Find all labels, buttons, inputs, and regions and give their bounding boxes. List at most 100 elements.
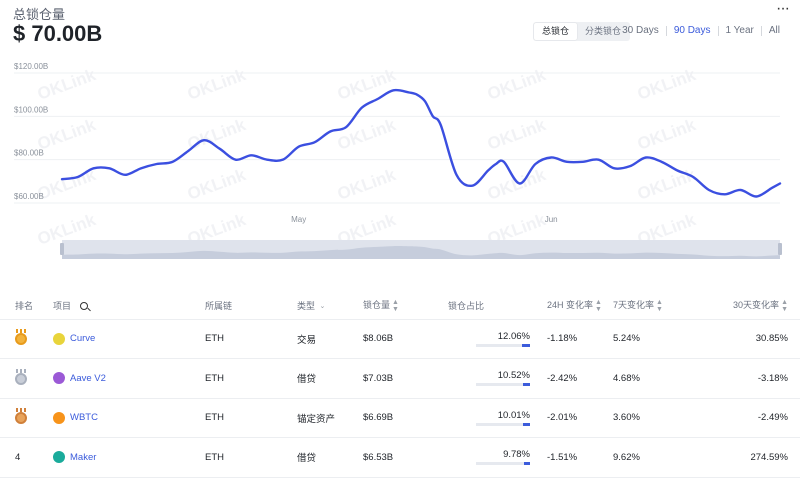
share-cell: 12.06% [448, 319, 534, 359]
protocol-logo-icon [53, 451, 65, 464]
col-share: 锁仓占比 [448, 292, 534, 320]
change-7d-cell: 5.24% [613, 319, 701, 359]
col-7d-label: 7天变化率 [613, 299, 655, 310]
y-tick-label: $80.00B [14, 149, 44, 158]
chain-cell: ETH [205, 437, 297, 478]
watermark-text: OKLink [485, 115, 549, 154]
table-row[interactable]: Aave V2 ETH 借贷 $7.03B 10.52% -2.42% 4.68… [0, 358, 800, 399]
rank-cell [0, 319, 53, 359]
navigator-right-handle[interactable] [778, 243, 782, 255]
range-90-days[interactable]: 90 Days [673, 25, 711, 36]
y-tick-label: $100.00B [14, 105, 48, 114]
chain-cell: ETH [205, 398, 297, 438]
tvl-cell: $6.69B [363, 398, 448, 438]
project-cell: Curve [53, 319, 205, 359]
sort-icon[interactable]: ▲ ▼ [656, 298, 663, 313]
table-header-row: 排名 项目 所属链 类型 ⌄ 锁仓量 ▲ ▼ 锁仓占比 24H 变化率 ▲ ▼ 7天变化… [0, 292, 800, 320]
protocol-table: 排名 项目 所属链 类型 ⌄ 锁仓量 ▲ ▼ 锁仓占比 24H 变化率 ▲ ▼ 7天变化… [0, 292, 800, 478]
rank-cell [0, 358, 53, 399]
share-cell: 9.78% [448, 437, 534, 478]
change-24h-cell: -2.42% [534, 358, 613, 399]
type-cell: 借贷 [297, 437, 363, 478]
share-bar-fill [522, 343, 530, 347]
table-row[interactable]: Curve ETH 交易 $8.06B 12.06% -1.18% 5.24% … [0, 319, 800, 359]
share-value: 12.06% [497, 330, 530, 342]
gold-medal-icon [15, 329, 27, 346]
change-24h-cell: -1.18% [534, 319, 613, 359]
change-7d-cell: 9.62% [613, 437, 701, 478]
share-value: 10.52% [497, 370, 530, 382]
change-7d-cell: 3.60% [613, 398, 701, 438]
share-bar [476, 343, 530, 347]
col-type-label: 类型 [297, 300, 316, 311]
col-type[interactable]: 类型 ⌄ [297, 292, 363, 320]
project-cell: Aave V2 [53, 358, 205, 399]
range-1-year[interactable]: 1 Year [725, 25, 754, 36]
tvl-cell: $8.06B [363, 319, 448, 359]
range-divider [665, 25, 667, 36]
sort-icon[interactable]: ▲ ▼ [781, 298, 788, 313]
project-link[interactable]: Curve [70, 333, 96, 345]
toggle-total-tvl[interactable]: 总锁仓 [534, 23, 578, 40]
rank-cell [0, 398, 53, 438]
chevron-down-icon[interactable]: ⌄ [319, 302, 326, 310]
range-navigator[interactable] [60, 240, 782, 259]
share-value: 10.01% [497, 409, 530, 421]
col-30d-change[interactable]: 30天变化率 ▲ ▼ [701, 292, 800, 320]
project-link[interactable]: WBTC [70, 412, 98, 424]
col-chain: 所属链 [205, 292, 297, 320]
col-rank: 排名 [0, 292, 53, 320]
tvl-line-chart: OKLink OKLink OKLink OKLink OKLink OKLink OKLi… [14, 62, 782, 259]
rank-cell: 4 [0, 437, 53, 478]
col-7d-change[interactable]: 7天变化率 ▲ ▼ [613, 292, 701, 320]
share-bar [476, 422, 530, 426]
toggle-category-tvl[interactable]: 分类锁仓 [585, 26, 622, 36]
watermark-text: OKLink [635, 65, 699, 104]
watermark-text: OKLink [335, 165, 399, 204]
chart-gridlines [14, 72, 780, 204]
range-all[interactable]: All [768, 25, 780, 36]
x-axis-ticks: May Jun [291, 215, 557, 224]
navigator-left-handle[interactable] [60, 243, 64, 255]
y-tick-label: $120.00B [14, 62, 48, 71]
project-cell: WBTC [53, 398, 205, 438]
watermark-text: OKLink [35, 115, 99, 154]
type-cell: 交易 [297, 319, 363, 359]
col-tvl[interactable]: 锁仓量 ▲ ▼ [363, 292, 448, 320]
change-24h-cell: -1.51% [534, 437, 613, 478]
change-30d-cell: -3.18% [701, 358, 800, 399]
watermark-text: OKLink [635, 115, 699, 154]
tvl-value: $ 70.00B [13, 21, 103, 46]
range-divider [760, 25, 762, 36]
protocol-logo-icon [53, 372, 65, 385]
tvl-label: 总锁仓量 [13, 7, 66, 22]
chain-cell: ETH [205, 358, 297, 399]
change-30d-cell: -2.49% [701, 398, 800, 438]
table-row[interactable]: 4 Maker ETH 借贷 $6.53B 9.78% -1.51% 9.62%… [0, 437, 800, 478]
project-link[interactable]: Aave V2 [70, 372, 106, 384]
watermark-text: OKLink [335, 65, 399, 104]
watermark-text: OKLink [485, 65, 549, 104]
watermark-layer: OKLink OKLink OKLink OKLink OKLink OKLink OKLi… [35, 65, 699, 249]
tvl-cell: $6.53B [363, 437, 448, 478]
table-row[interactable]: WBTC ETH 锚定资产 $6.69B 10.01% -2.01% 3.60%… [0, 398, 800, 438]
watermark-text: OKLink [185, 165, 249, 204]
search-icon[interactable] [79, 301, 91, 312]
project-cell: Maker [53, 437, 205, 478]
change-30d-cell: 274.59% [701, 437, 800, 478]
range-30-days[interactable]: 30 Days [622, 25, 659, 36]
x-tick-label: Jun [545, 215, 558, 224]
project-link[interactable]: Maker [70, 451, 97, 463]
share-cell: 10.52% [448, 358, 534, 399]
col-project: 项目 [53, 292, 205, 320]
y-tick-label: $60.00B [14, 192, 44, 201]
protocol-logo-icon [53, 411, 65, 424]
more-options-icon[interactable]: ··· [776, 0, 790, 17]
col-24h-change[interactable]: 24H 变化率 ▲ ▼ [534, 292, 613, 320]
sort-icon[interactable]: ▲ ▼ [392, 298, 399, 313]
watermark-text: OKLink [185, 65, 249, 104]
change-24h-cell: -2.01% [534, 398, 613, 438]
tvl-cell: $7.03B [363, 358, 448, 399]
share-bar-fill [523, 422, 530, 426]
sort-icon[interactable]: ▲ ▼ [595, 298, 602, 313]
